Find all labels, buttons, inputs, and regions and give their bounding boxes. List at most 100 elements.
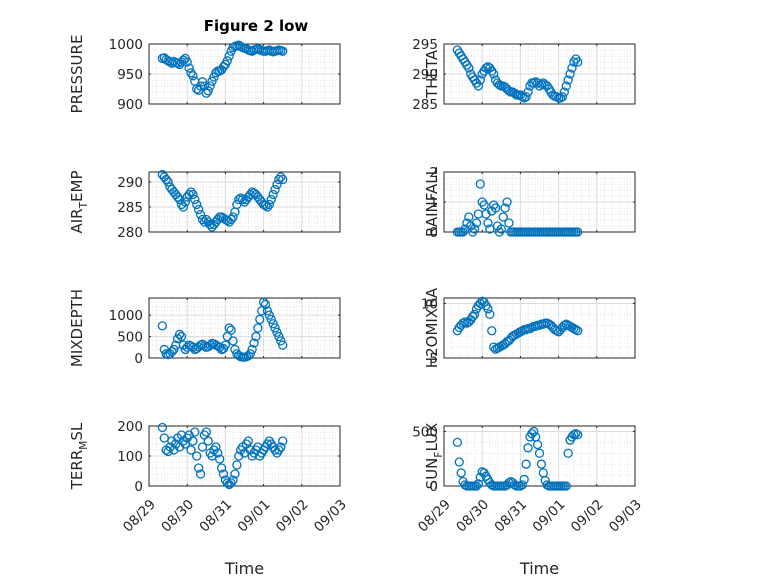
data-series [452,45,583,103]
data-point [276,336,286,346]
data-point [567,63,577,73]
data-point [172,192,183,202]
x-tick-label: 08/31 [491,497,530,536]
tick-marks [148,43,341,105]
data-point [201,427,211,437]
data-point [569,430,579,440]
data-series [452,296,583,354]
data-point [573,57,583,67]
data-point [278,174,288,185]
tick-marks [443,171,636,233]
tick-marks [148,172,341,233]
data-point [222,478,232,488]
ylabel: SUNFLUX [423,423,445,490]
data-point [278,340,288,350]
data-point [186,187,196,197]
data-point [517,480,527,490]
data-point [475,179,485,189]
data-point [205,81,215,91]
y-tick-label: 1 [429,195,438,211]
data-point [230,207,240,217]
data-point [489,69,499,79]
ylabel: PRESSURE [68,35,86,114]
tick-marks [443,298,636,359]
y-tick-label: 295 [412,37,438,53]
data-series [157,169,288,232]
figure-title: Figure 2 low [204,17,309,35]
ylabel: THETA [423,49,441,99]
data-point [523,87,533,97]
data-point [266,314,276,325]
data-point [481,63,491,73]
y-tick-label: 10 [421,296,438,312]
data-point [180,439,190,449]
data-point [211,442,221,452]
data-point [243,436,253,446]
data-point [258,297,269,307]
data-point [469,224,480,234]
data-point [228,212,238,222]
data-point [456,468,466,478]
data-point [197,77,208,87]
y-tick-label: 2 [429,165,438,181]
data-point [460,224,470,234]
data-point [226,214,236,225]
data-point [194,463,204,473]
data-point [199,217,210,227]
y-tick-label: 0 [134,351,143,367]
x-tick-label: 09/02 [568,497,607,536]
y-tick-label: 285 [117,200,143,216]
data-point [504,86,514,96]
data-point [538,468,548,478]
y-tick-label: 0 [134,479,143,495]
data-point [178,202,189,212]
data-point [479,200,489,210]
data-point [218,469,229,479]
data-point [203,436,213,446]
data-point [532,439,543,450]
data-point [523,443,533,453]
data-point [251,331,261,342]
data-point [485,309,495,320]
y-tick-label: 500 [117,330,143,346]
data-point [557,92,568,102]
data-point [207,76,217,86]
data-point [190,427,200,437]
data-point [519,474,529,485]
data-series [157,40,288,98]
data-point [469,309,480,320]
y-tick-label: 100 [117,449,143,465]
data-point [270,184,280,195]
data-point [536,79,547,89]
data-point [274,174,284,185]
data-point [500,203,510,213]
data-point [224,323,234,333]
axes-box [443,425,636,487]
data-point [565,69,575,79]
data-point [529,426,539,437]
subplot-terr-msl: 0 100 200 TERRMSL 08/29 08/30 08/31 09/01 09/02 0… [68,419,350,578]
data-point [536,459,547,469]
data-point [552,92,562,102]
data-point [234,451,244,461]
data-point [485,224,495,234]
data-point [561,81,571,91]
data-series [157,297,288,362]
data-point [502,197,512,207]
data-point [195,469,206,479]
data-point [571,428,581,439]
y-tick-label: 950 [117,67,143,83]
data-point [483,218,493,228]
data-point [195,209,206,220]
data-point [473,209,484,219]
x-tick-label: 08/30 [453,497,492,536]
data-point [163,177,173,187]
data-point [452,437,463,448]
tick-marks [148,298,341,359]
data-point [464,63,474,73]
data-point [483,304,493,314]
data-point [475,298,485,309]
data-point [573,326,583,336]
